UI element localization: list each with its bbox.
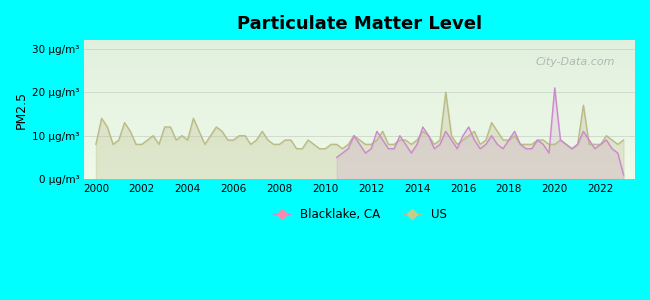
Title: Particulate Matter Level: Particulate Matter Level [237, 15, 482, 33]
Legend: Blacklake, CA, US: Blacklake, CA, US [268, 204, 451, 226]
Text: City-Data.com: City-Data.com [536, 57, 616, 67]
Y-axis label: PM2.5: PM2.5 [15, 91, 28, 129]
